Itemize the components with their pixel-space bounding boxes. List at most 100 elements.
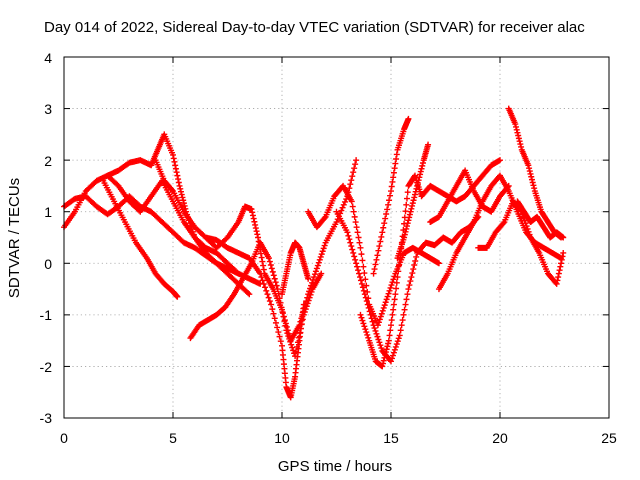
data-point [386,197,393,204]
data-point [279,310,286,317]
data-point [350,169,357,176]
data-point [398,322,405,329]
data-point [318,251,325,258]
data-point [553,280,560,287]
data-point [250,215,257,222]
data-point [356,239,363,246]
data-point [380,360,387,367]
data-point [526,168,533,175]
data-point [555,274,562,281]
data-point [403,195,410,202]
data-point [401,306,408,313]
data-point [266,298,273,305]
data-point [388,355,395,362]
data-point [388,322,394,329]
data-point [409,270,416,277]
data-point [526,165,533,172]
data-point [560,234,567,241]
data-point [396,332,403,339]
data-point [174,172,181,179]
data-point [310,276,317,283]
data-point [253,228,260,235]
data-point [394,274,401,281]
data-point [266,258,273,265]
data-point [170,151,176,158]
data-point [390,276,397,283]
data-point [347,239,354,246]
data-point [359,257,366,264]
data-point [349,173,356,180]
data-point [383,346,390,353]
data-point [527,170,534,177]
data-point [366,308,373,315]
y-tick-label: 0 [44,256,52,272]
data-point [272,319,279,326]
data-point [299,311,306,318]
data-point [385,290,392,297]
x-tick-label: 5 [169,430,177,446]
data-point [294,339,301,346]
data-point [370,270,377,277]
data-point [302,301,309,308]
data-point [259,258,266,265]
data-point [361,323,368,330]
data-point [255,238,262,245]
data-point [375,319,382,326]
data-point [417,168,424,175]
data-point [399,317,406,324]
tick-marks [63,56,610,419]
data-point [174,293,181,300]
data-point [409,202,416,209]
data-point [371,266,378,273]
data-point [172,162,179,169]
data-point [389,311,396,318]
data-point [530,182,537,189]
data-point [175,179,182,186]
data-point [386,332,393,339]
data-point [353,224,360,231]
data-point [364,331,371,338]
data-point [385,337,392,344]
data-point [319,248,326,255]
data-point [435,260,442,267]
data-point [360,263,367,270]
data-point [388,358,394,365]
data-point [512,123,519,130]
data-point [352,161,359,168]
data-point [373,330,380,337]
plot-frame [63,56,610,419]
data-point [292,353,299,360]
data-point [388,183,395,190]
data-point [557,263,564,270]
data-point [413,253,420,260]
data-point [403,296,410,303]
data-point [348,243,355,250]
data-point [263,287,270,294]
data-point [309,279,316,286]
data-point [558,256,565,263]
data-point [525,162,532,169]
data-point [273,282,280,289]
data-point [404,291,411,298]
data-point [177,188,184,195]
data-point [513,126,520,133]
data-point [393,285,400,292]
data-point [317,253,324,260]
data-point [416,174,423,181]
data-point [400,311,407,318]
data-point [500,220,507,227]
data-point [259,277,266,284]
x-tick-label: 15 [383,430,399,446]
data-point [415,177,422,184]
data-point [382,349,389,356]
data-point [356,274,363,281]
data-point [368,315,375,322]
x-tick-label: 10 [274,430,290,446]
data-point [281,317,288,324]
y-tick-label: 1 [44,204,52,220]
data-point [279,306,285,313]
data-point [313,265,320,272]
data-point [353,157,360,164]
data-point [361,291,368,298]
data-point [265,255,272,262]
